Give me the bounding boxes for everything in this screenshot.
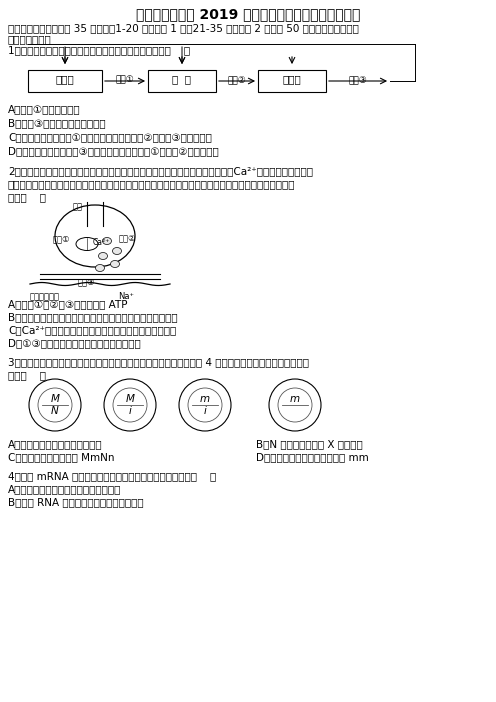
Circle shape bbox=[278, 388, 312, 422]
Ellipse shape bbox=[99, 253, 108, 260]
Ellipse shape bbox=[113, 248, 122, 255]
Circle shape bbox=[113, 388, 147, 422]
Text: A．过程①、②、③都需要消耗 ATP: A．过程①、②、③都需要消耗 ATP bbox=[8, 299, 127, 309]
Text: 垂  体: 垂 体 bbox=[173, 74, 191, 84]
Text: 过程③: 过程③ bbox=[78, 277, 96, 286]
Text: B．多个 RNA 聚合酶多起点催化蛋白质合成: B．多个 RNA 聚合酶多起点催化蛋白质合成 bbox=[8, 497, 144, 507]
Bar bbox=[258, 70, 326, 92]
Text: 的是（    ）: 的是（ ） bbox=[8, 192, 46, 202]
Circle shape bbox=[269, 379, 321, 431]
Text: 过程①: 过程① bbox=[53, 234, 70, 243]
Text: 激素③: 激素③ bbox=[349, 75, 368, 84]
Text: 甲状腺: 甲状腺 bbox=[283, 74, 302, 84]
Text: 2．如图是神经元之间通过突触传递信息的示意图，当神经冲动传到突触小体时，Ca²⁺由膜外进入膜内，促: 2．如图是神经元之间通过突触传递信息的示意图，当神经冲动传到突触小体时，Ca²⁺… bbox=[8, 166, 313, 176]
Text: N: N bbox=[51, 406, 59, 416]
Text: M: M bbox=[125, 394, 134, 404]
Text: C．寒冷情况下，激素①分泌量增加，导致激素②与激素③分泌量增加: C．寒冷情况下，激素①分泌量增加，导致激素②与激素③分泌量增加 bbox=[8, 132, 212, 142]
Text: D．次级精母细胞的基因型可为 mm: D．次级精母细胞的基因型可为 mm bbox=[256, 452, 369, 462]
Text: C．该精细胞的基因型为 MmNn: C．该精细胞的基因型为 MmNn bbox=[8, 452, 115, 462]
Text: 选项符合题意）: 选项符合题意） bbox=[8, 34, 52, 44]
Text: A．该精原细胞发生了染色体缺失: A．该精原细胞发生了染色体缺失 bbox=[8, 439, 103, 449]
Bar bbox=[148, 70, 216, 92]
Ellipse shape bbox=[103, 237, 112, 244]
Text: Na⁺: Na⁺ bbox=[118, 292, 134, 301]
Circle shape bbox=[104, 379, 156, 431]
Text: B．图中突触前膜释放的递质会引起突触后神经元兴奋或抑制: B．图中突触前膜释放的递质会引起突触后神经元兴奋或抑制 bbox=[8, 312, 178, 322]
Text: A．多个核糖体共同完成一条肽链的合成: A．多个核糖体共同完成一条肽链的合成 bbox=[8, 484, 122, 494]
Text: 3．果蝇的一个精原细胞在减数分裂过程中只发生了一次变异，产生的 4 个精细胞如图所示。下列叙述正确: 3．果蝇的一个精原细胞在减数分裂过程中只发生了一次变异，产生的 4 个精细胞如图… bbox=[8, 357, 309, 367]
Bar bbox=[28, 70, 102, 92]
Text: Ca²⁺: Ca²⁺ bbox=[93, 238, 110, 247]
Text: 进突触小泡与突触前膜接触，释放某种神经递质，该神经递质发挥作用后被重新吸收利用。下列叙述正确: 进突触小泡与突触前膜接触，释放某种神经递质，该神经递质发挥作用后被重新吸收利用。… bbox=[8, 179, 296, 189]
Text: 下丘脑: 下丘脑 bbox=[56, 74, 74, 84]
Circle shape bbox=[179, 379, 231, 431]
Text: 激素①: 激素① bbox=[116, 75, 134, 84]
Text: D．①③过程说明可在两个神经元间双向传递: D．①③过程说明可在两个神经元间双向传递 bbox=[8, 338, 141, 348]
Text: 激素②: 激素② bbox=[228, 75, 247, 84]
Text: i: i bbox=[203, 406, 206, 416]
Ellipse shape bbox=[96, 265, 105, 272]
Text: m: m bbox=[290, 394, 300, 404]
Ellipse shape bbox=[55, 205, 135, 267]
Text: B．N 基因最可能位于 X 染色体上: B．N 基因最可能位于 X 染色体上 bbox=[256, 439, 363, 449]
Text: A．激素①只作用于垂体: A．激素①只作用于垂体 bbox=[8, 104, 81, 114]
Circle shape bbox=[188, 388, 222, 422]
Circle shape bbox=[29, 379, 81, 431]
Text: 过程②: 过程② bbox=[119, 234, 136, 243]
Ellipse shape bbox=[76, 237, 98, 251]
Circle shape bbox=[38, 388, 72, 422]
Text: 轴体: 轴体 bbox=[73, 202, 83, 211]
Text: 一、单选题（本题包括 35 个小题，1-20 题每小题 1 分，21-35 题每小题 2 分，共 50 分。每小题只有一个: 一、单选题（本题包括 35 个小题，1-20 题每小题 1 分，21-35 题每… bbox=[8, 23, 359, 33]
Text: 某种神经递质: 某种神经递质 bbox=[30, 292, 60, 301]
Text: m: m bbox=[200, 394, 210, 404]
Text: i: i bbox=[128, 406, 131, 416]
Text: 4．少量 mRNA 能在短时间内指导合成大量蛋白质的原因是（    ）: 4．少量 mRNA 能在短时间内指导合成大量蛋白质的原因是（ ） bbox=[8, 471, 216, 481]
Text: M: M bbox=[51, 394, 60, 404]
Text: B．激素③只作用于下丘脑和垂体: B．激素③只作用于下丘脑和垂体 bbox=[8, 118, 106, 128]
Text: 的是（    ）: 的是（ ） bbox=[8, 370, 46, 380]
Text: D．摄入碘不足时，激素③分泌量减少，导致激素①与激素②分泌量增加: D．摄入碘不足时，激素③分泌量减少，导致激素①与激素②分泌量增加 bbox=[8, 146, 219, 156]
Text: 浙江省达标名校 2019 年高考二月适应性考试生物试题: 浙江省达标名校 2019 年高考二月适应性考试生物试题 bbox=[136, 7, 360, 21]
Text: C．Ca²⁺跨膜运输受阻时会导致突触后神经元兴奋性降低: C．Ca²⁺跨膜运输受阻时会导致突触后神经元兴奋性降低 bbox=[8, 325, 176, 335]
Ellipse shape bbox=[111, 260, 120, 267]
Text: 1．下图为激素分泌调节示意图，以下说法中，错误的是（    ）: 1．下图为激素分泌调节示意图，以下说法中，错误的是（ ） bbox=[8, 45, 190, 55]
